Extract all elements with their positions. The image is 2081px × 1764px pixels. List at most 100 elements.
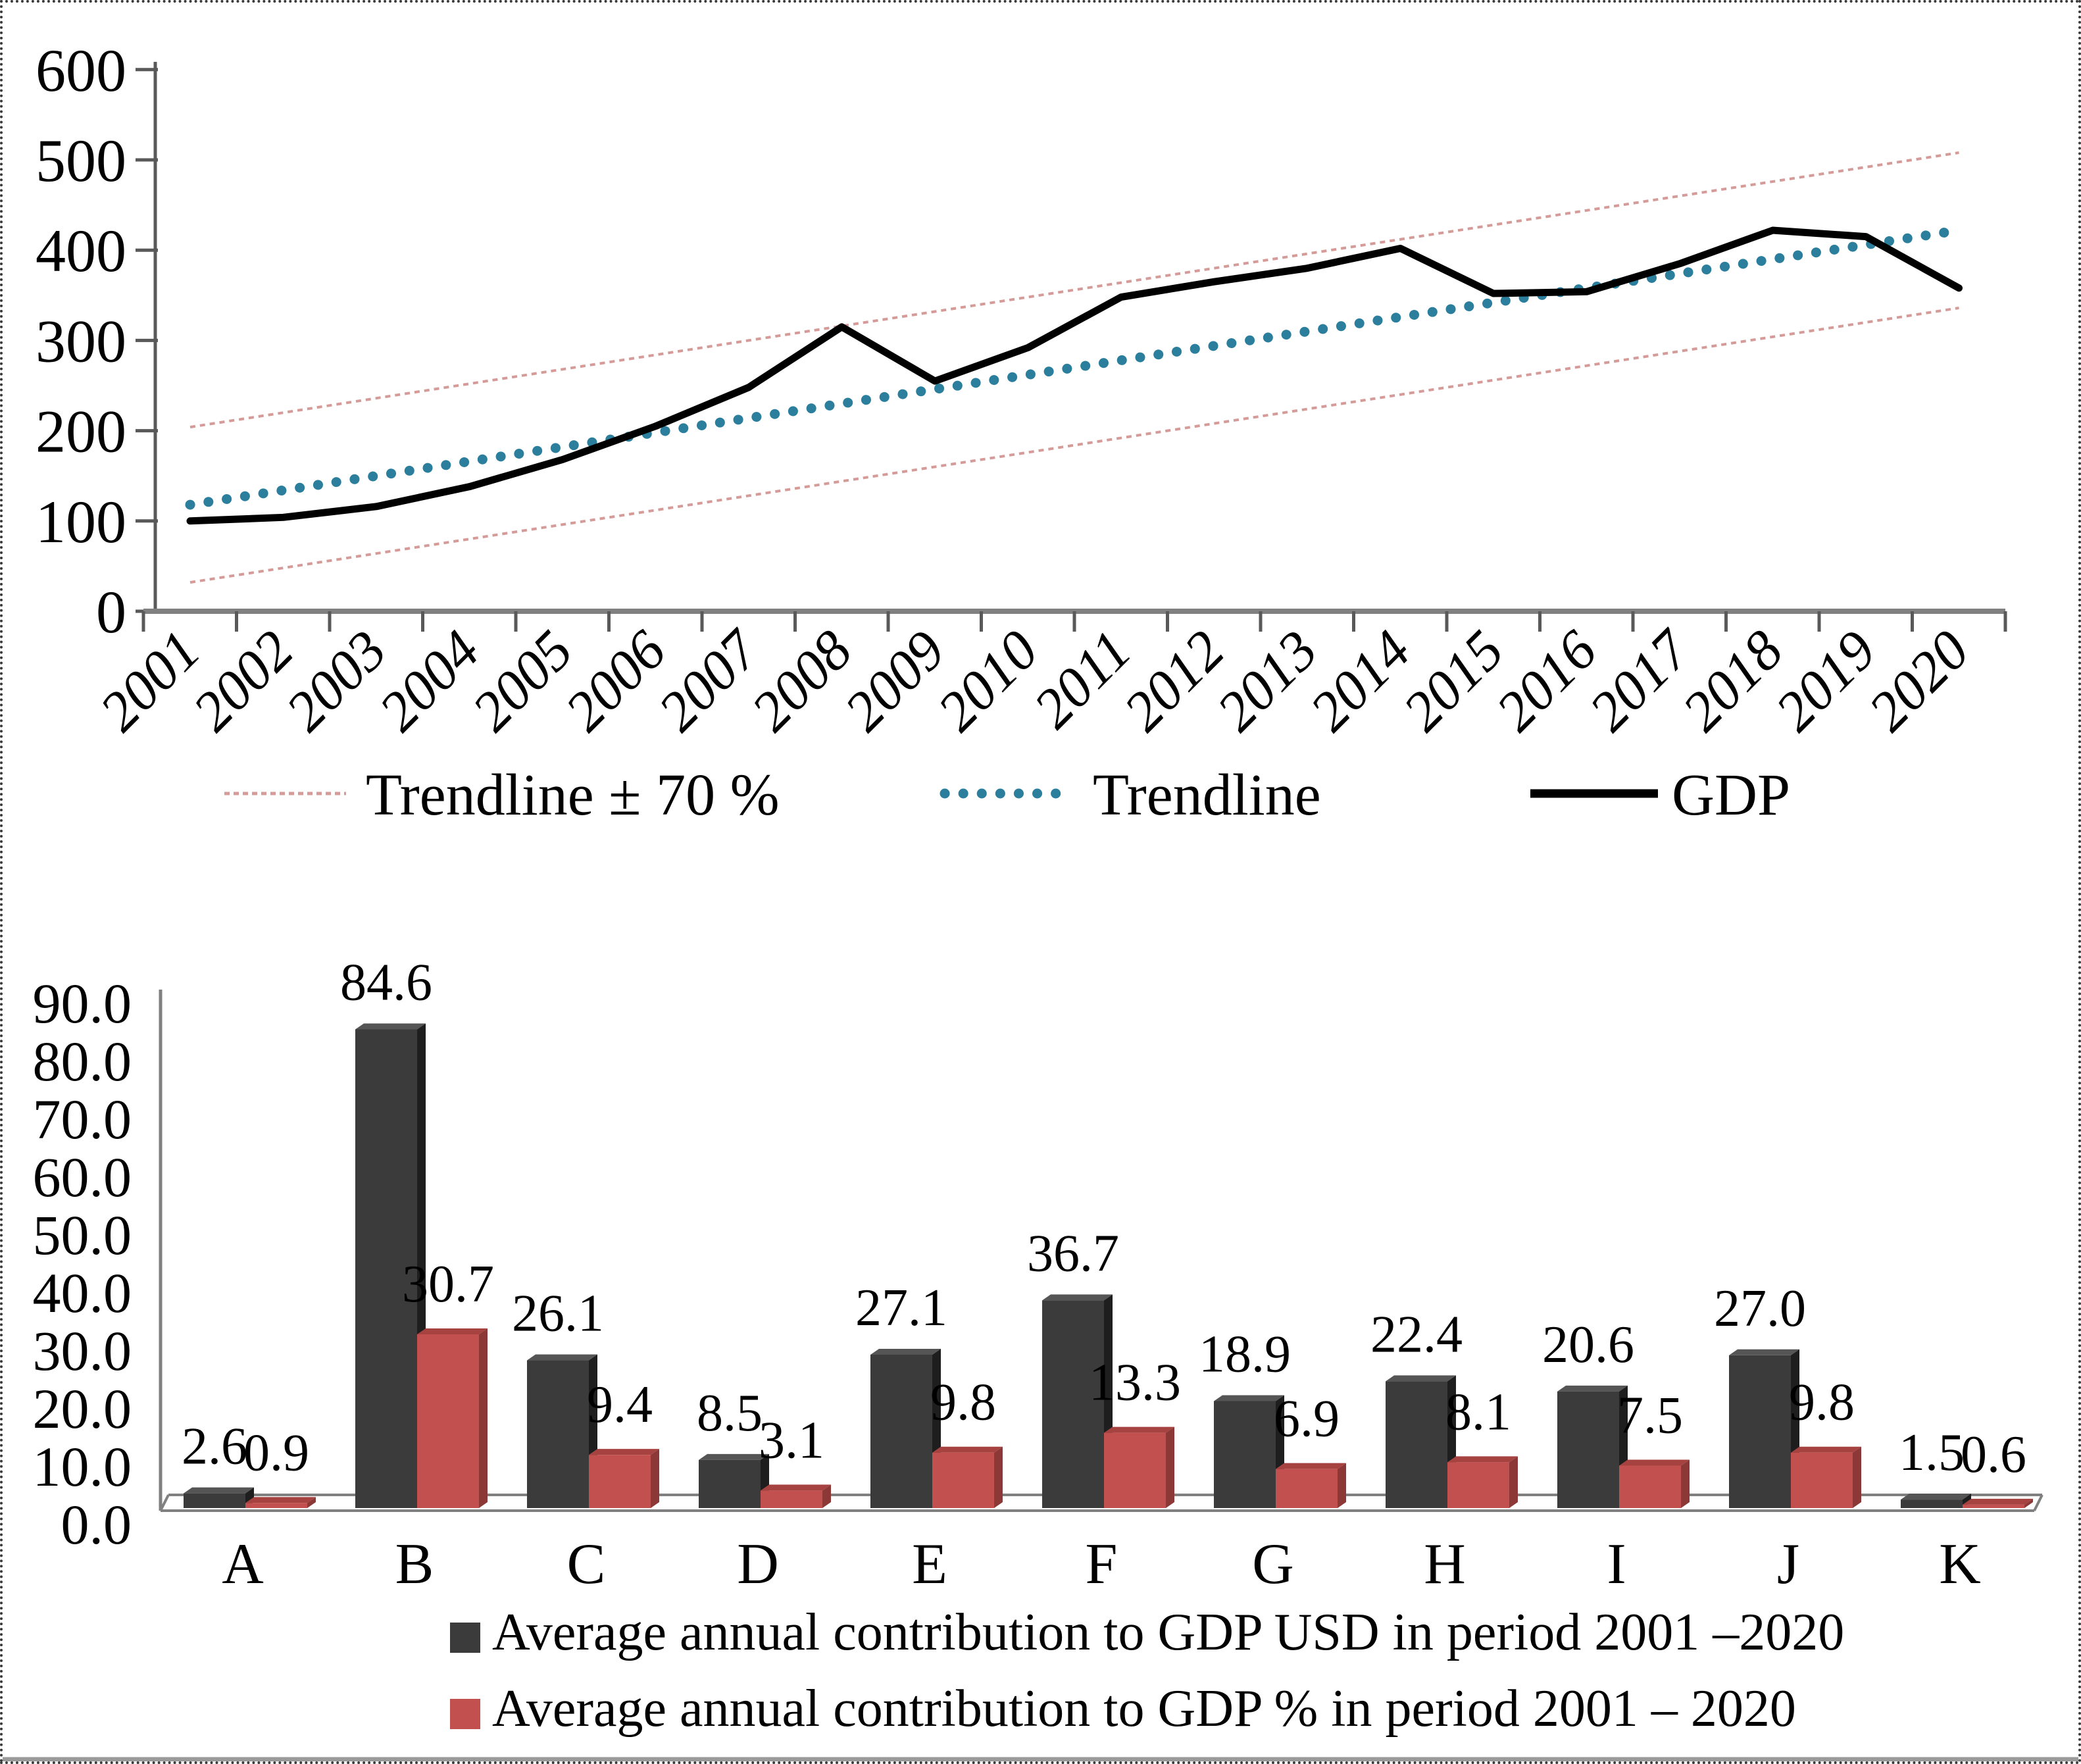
usd-series-legend-label: Average annual contribution to GDP USD i… <box>492 1603 1844 1661</box>
top-x-year-label: 2003 <box>274 618 399 743</box>
bar-pct-top-E <box>932 1446 1003 1453</box>
bar-usd-top-J <box>1729 1349 1799 1355</box>
bar-pct-K <box>1963 1504 2024 1508</box>
bar-pct-B <box>417 1334 479 1508</box>
bar-pct-top-K <box>1963 1498 2033 1505</box>
top-x-year-label: 2017 <box>1577 617 1703 743</box>
pct-series-legend-swatch-icon <box>450 1699 480 1729</box>
bar-pct-side-A <box>307 1497 316 1508</box>
bottom-y-tick-label: 10.0 <box>33 1435 132 1498</box>
bar-pct-I <box>1619 1465 1681 1508</box>
top-x-year-label: 2016 <box>1484 618 1609 743</box>
bar-usd-value-label-J: 27.0 <box>1714 1280 1806 1338</box>
top-y-tick-label: 200 <box>36 398 126 465</box>
bar-usd-value-label-F: 36.7 <box>1027 1224 1119 1282</box>
top-x-year-label: 2015 <box>1391 618 1516 743</box>
top-x-year-label: 2005 <box>460 618 585 743</box>
bar-pct-J <box>1791 1452 1853 1508</box>
bar-usd-C <box>527 1360 589 1508</box>
bar-pct-side-C <box>651 1449 659 1508</box>
gdp-legend-label: GDP <box>1672 763 1790 828</box>
category-label-E: E <box>912 1532 947 1596</box>
bar-pct-value-label-A: 0.9 <box>243 1424 309 1482</box>
bottom-y-tick-label: 30.0 <box>33 1319 132 1382</box>
bar-pct-A <box>245 1503 307 1508</box>
bar-pct-top-A <box>245 1497 316 1503</box>
bar-usd-I <box>1557 1391 1619 1508</box>
bar-pct-E <box>932 1452 994 1508</box>
trendline <box>185 225 1964 510</box>
bar-pct-F <box>1104 1432 1166 1508</box>
bar-usd-value-label-C: 26.1 <box>512 1285 604 1343</box>
line-chart-legend: Trendline ± 70 % Trendline GDP <box>224 763 1790 828</box>
bar-pct-top-C <box>589 1449 659 1455</box>
bar-usd-top-F <box>1042 1294 1113 1301</box>
bottom-y-tick-label: 60.0 <box>33 1146 132 1209</box>
bar-usd-H <box>1386 1381 1447 1508</box>
bar-pct-side-J <box>1853 1446 1861 1508</box>
top-x-year-label: 2010 <box>925 618 1050 743</box>
bottom-y-tick-label: 90.0 <box>33 972 132 1035</box>
bar-usd-value-label-I: 20.6 <box>1542 1316 1634 1374</box>
bar-pct-top-B <box>417 1328 488 1334</box>
bar-pct-value-label-E: 9.8 <box>930 1374 996 1432</box>
top-y-tick-label: 100 <box>36 488 126 555</box>
top-x-year-label: 2006 <box>553 618 678 743</box>
category-label-G: G <box>1252 1532 1294 1596</box>
top-x-year-label: 2012 <box>1111 618 1236 743</box>
category-label-H: H <box>1424 1532 1466 1596</box>
top-x-year-label: 2004 <box>366 618 491 743</box>
trendline-legend-label: Trendline <box>1093 763 1321 828</box>
bar-usd-value-label-D: 8.5 <box>697 1384 763 1442</box>
bar-usd-G <box>1214 1401 1276 1508</box>
bar-usd-value-label-B: 84.6 <box>340 953 432 1011</box>
bar-pct-side-I <box>1681 1459 1690 1508</box>
bar-pct-top-H <box>1447 1456 1518 1463</box>
bottom-y-tick-label: 40.0 <box>33 1261 132 1324</box>
trendline-lower-band <box>189 307 1959 584</box>
bar-pct-side-F <box>1166 1426 1174 1508</box>
category-label-C: C <box>567 1532 606 1596</box>
pct-series-legend-label: Average annual contribution to GDP % in … <box>492 1680 1796 1738</box>
top-x-year-label: 2019 <box>1763 618 1888 743</box>
top-x-year-label: 2011 <box>1021 618 1143 740</box>
top-x-year-label: 2008 <box>739 618 864 743</box>
gdp-line-chart: 0100200300400500600200120022003200420052… <box>36 37 2007 743</box>
bar-pct-H <box>1447 1462 1509 1508</box>
bar-usd-value-label-E: 27.1 <box>855 1279 947 1337</box>
bar-pct-value-label-H: 8.1 <box>1445 1383 1511 1441</box>
bar-pct-value-label-G: 6.9 <box>1274 1390 1340 1448</box>
category-label-B: B <box>395 1532 434 1596</box>
category-label-I: I <box>1607 1532 1626 1596</box>
bar-usd-top-D <box>699 1453 769 1460</box>
top-x-year-label: 2007 <box>646 617 772 743</box>
top-x-year-label: 2002 <box>180 618 305 743</box>
top-y-tick-label: 500 <box>36 127 126 194</box>
bar-pct-C <box>589 1455 651 1508</box>
bar-pct-top-F <box>1104 1426 1174 1433</box>
bottom-y-tick-label: 50.0 <box>33 1203 132 1267</box>
bar-usd-value-label-H: 22.4 <box>1370 1305 1463 1363</box>
bar-usd-top-I <box>1557 1385 1628 1392</box>
top-x-year-label: 2009 <box>832 618 957 743</box>
trendline-band-legend-label: Trendline ± 70 % <box>366 763 780 828</box>
bar-pct-side-G <box>1338 1463 1346 1508</box>
bar-pct-value-label-D: 3.1 <box>759 1411 824 1469</box>
bar-usd-K <box>1901 1499 1963 1508</box>
top-x-year-label: 2014 <box>1297 618 1422 743</box>
bottom-y-tick-label: 0.0 <box>61 1493 132 1556</box>
usd-series-legend-swatch-icon <box>450 1623 480 1653</box>
bar-pct-value-label-B: 30.7 <box>402 1255 494 1313</box>
category-label-K: K <box>1939 1532 1981 1596</box>
bar-pct-top-G <box>1276 1463 1346 1469</box>
top-x-year-label: 2013 <box>1205 618 1330 743</box>
two-panel-chart: 0100200300400500600200120022003200420052… <box>3 37 2078 1761</box>
top-y-tick-label: 0 <box>96 578 126 645</box>
trendline-upper-band <box>189 151 1959 429</box>
bottom-y-tick-label: 80.0 <box>33 1030 132 1093</box>
category-label-J: J <box>1777 1532 1799 1596</box>
bar-pct-side-H <box>1509 1456 1518 1508</box>
bar-pct-value-label-I: 7.5 <box>1617 1387 1683 1445</box>
bar-usd-E <box>870 1354 932 1508</box>
